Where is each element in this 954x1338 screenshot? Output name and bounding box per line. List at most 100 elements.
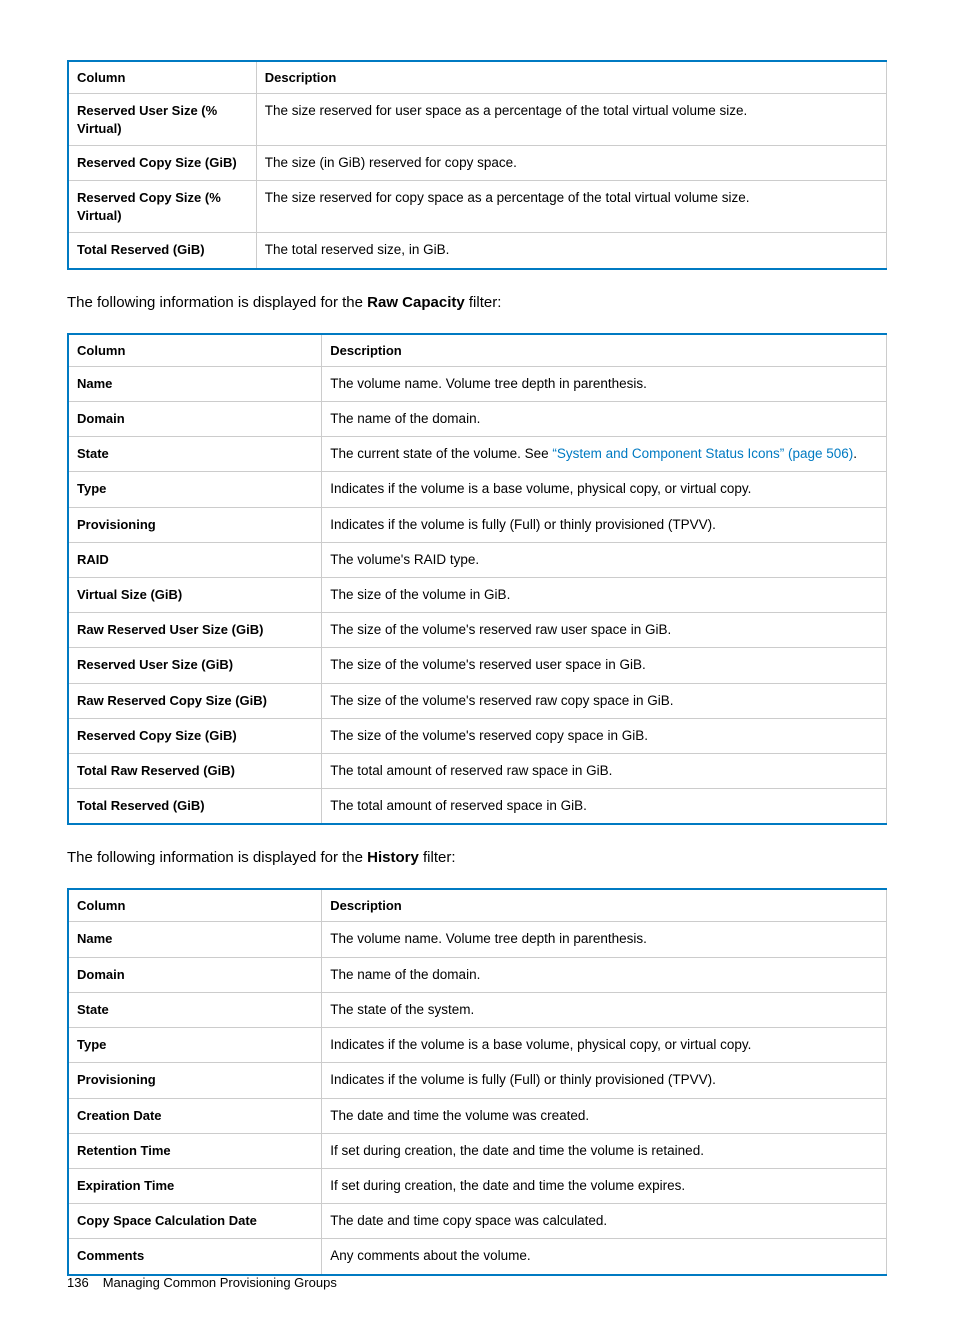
table-reserved-sizes: ColumnDescriptionReserved User Size (% V… <box>67 60 887 270</box>
caption-suffix: filter: <box>465 294 502 311</box>
table-row: Copy Space Calculation DateThe date and … <box>68 1204 887 1239</box>
table-header: Description <box>322 334 887 367</box>
column-name: Total Reserved (GiB) <box>68 233 256 269</box>
caption-prefix: The following information is displayed f… <box>67 849 367 866</box>
column-name: Retention Time <box>68 1133 322 1168</box>
table-raw-capacity: ColumnDescriptionNameThe volume name. Vo… <box>67 333 887 826</box>
column-name: Reserved User Size (GiB) <box>68 648 322 683</box>
column-description: The total amount of reserved raw space i… <box>322 754 887 789</box>
table-row: Expiration TimeIf set during creation, t… <box>68 1169 887 1204</box>
table-header: Column <box>68 889 322 922</box>
caption-bold: Raw Capacity <box>367 294 465 311</box>
caption-prefix: The following information is displayed f… <box>67 294 367 311</box>
column-description: The current state of the volume. See “Sy… <box>322 437 887 472</box>
table-row: DomainThe name of the domain. <box>68 957 887 992</box>
table-header: Column <box>68 334 322 367</box>
table-row: Total Raw Reserved (GiB)The total amount… <box>68 754 887 789</box>
column-description: The total reserved size, in GiB. <box>256 233 886 269</box>
column-name: Comments <box>68 1239 322 1275</box>
column-name: Copy Space Calculation Date <box>68 1204 322 1239</box>
column-description: The size (in GiB) reserved for copy spac… <box>256 146 886 181</box>
column-description: The total amount of reserved space in Gi… <box>322 789 887 825</box>
table-row: Total Reserved (GiB)The total amount of … <box>68 789 887 825</box>
page-number: 136 <box>67 1275 89 1290</box>
column-description: Any comments about the volume. <box>322 1239 887 1275</box>
table-row: DomainThe name of the domain. <box>68 401 887 436</box>
column-name: Creation Date <box>68 1098 322 1133</box>
column-description: The date and time the volume was created… <box>322 1098 887 1133</box>
table-row: ProvisioningIndicates if the volume is f… <box>68 1063 887 1098</box>
table-header: Description <box>322 889 887 922</box>
column-name: Domain <box>68 957 322 992</box>
column-description: The size of the volume's reserved raw us… <box>322 613 887 648</box>
column-name: Total Reserved (GiB) <box>68 789 322 825</box>
table-row: Retention TimeIf set during creation, th… <box>68 1133 887 1168</box>
column-description: The size of the volume's reserved user s… <box>322 648 887 683</box>
column-name: Raw Reserved User Size (GiB) <box>68 613 322 648</box>
column-name: Provisioning <box>68 1063 322 1098</box>
table-row: Virtual Size (GiB)The size of the volume… <box>68 577 887 612</box>
page-footer: 136 Managing Common Provisioning Groups <box>67 1275 337 1290</box>
table-row: Raw Reserved User Size (GiB)The size of … <box>68 613 887 648</box>
cross-reference-link[interactable]: “System and Component Status Icons” (pag… <box>552 446 853 461</box>
table-row: StateThe state of the system. <box>68 992 887 1027</box>
table-row: Reserved Copy Size (GiB)The size of the … <box>68 718 887 753</box>
column-name: Type <box>68 1028 322 1063</box>
table-row: Reserved User Size (% Virtual)The size r… <box>68 94 887 146</box>
column-description: Indicates if the volume is fully (Full) … <box>322 507 887 542</box>
column-name: Raw Reserved Copy Size (GiB) <box>68 683 322 718</box>
column-description: Indicates if the volume is fully (Full) … <box>322 1063 887 1098</box>
column-description: The volume name. Volume tree depth in pa… <box>322 366 887 401</box>
column-name: Name <box>68 366 322 401</box>
caption-bold: History <box>367 849 419 866</box>
column-name: Reserved Copy Size (GiB) <box>68 718 322 753</box>
column-description: The volume's RAID type. <box>322 542 887 577</box>
column-name: Provisioning <box>68 507 322 542</box>
column-name: Reserved Copy Size (% Virtual) <box>68 181 256 233</box>
column-description: The size reserved for copy space as a pe… <box>256 181 886 233</box>
table-row: Reserved Copy Size (% Virtual)The size r… <box>68 181 887 233</box>
table-header: Description <box>256 61 886 94</box>
column-description: The size of the volume in GiB. <box>322 577 887 612</box>
column-name: Expiration Time <box>68 1169 322 1204</box>
column-description: The date and time copy space was calcula… <box>322 1204 887 1239</box>
column-description: The size of the volume's reserved raw co… <box>322 683 887 718</box>
table-row: NameThe volume name. Volume tree depth i… <box>68 922 887 957</box>
table-row: Total Reserved (GiB)The total reserved s… <box>68 233 887 269</box>
table-row: TypeIndicates if the volume is a base vo… <box>68 1028 887 1063</box>
column-name: Virtual Size (GiB) <box>68 577 322 612</box>
column-description: Indicates if the volume is a base volume… <box>322 472 887 507</box>
column-description: The volume name. Volume tree depth in pa… <box>322 922 887 957</box>
caption-raw-capacity: The following information is displayed f… <box>67 292 887 313</box>
table-header: Column <box>68 61 256 94</box>
column-name: Total Raw Reserved (GiB) <box>68 754 322 789</box>
column-description: If set during creation, the date and tim… <box>322 1133 887 1168</box>
column-description: The state of the system. <box>322 992 887 1027</box>
column-name: Reserved Copy Size (GiB) <box>68 146 256 181</box>
column-name: Name <box>68 922 322 957</box>
table-history: ColumnDescriptionNameThe volume name. Vo… <box>67 888 887 1275</box>
table-row: CommentsAny comments about the volume. <box>68 1239 887 1275</box>
column-name: Reserved User Size (% Virtual) <box>68 94 256 146</box>
table-row: Reserved User Size (GiB)The size of the … <box>68 648 887 683</box>
column-description: Indicates if the volume is a base volume… <box>322 1028 887 1063</box>
table-row: ProvisioningIndicates if the volume is f… <box>68 507 887 542</box>
caption-suffix: filter: <box>419 849 456 866</box>
column-description: The size reserved for user space as a pe… <box>256 94 886 146</box>
table-row: Reserved Copy Size (GiB)The size (in GiB… <box>68 146 887 181</box>
footer-title: Managing Common Provisioning Groups <box>103 1275 337 1290</box>
table-row: StateThe current state of the volume. Se… <box>68 437 887 472</box>
column-description: The name of the domain. <box>322 401 887 436</box>
table-row: TypeIndicates if the volume is a base vo… <box>68 472 887 507</box>
column-name: RAID <box>68 542 322 577</box>
caption-history: The following information is displayed f… <box>67 847 887 868</box>
column-name: State <box>68 437 322 472</box>
table-row: RAIDThe volume's RAID type. <box>68 542 887 577</box>
column-name: State <box>68 992 322 1027</box>
column-name: Domain <box>68 401 322 436</box>
table-row: Raw Reserved Copy Size (GiB)The size of … <box>68 683 887 718</box>
column-name: Type <box>68 472 322 507</box>
table-row: NameThe volume name. Volume tree depth i… <box>68 366 887 401</box>
column-description: The size of the volume's reserved copy s… <box>322 718 887 753</box>
table-row: Creation DateThe date and time the volum… <box>68 1098 887 1133</box>
